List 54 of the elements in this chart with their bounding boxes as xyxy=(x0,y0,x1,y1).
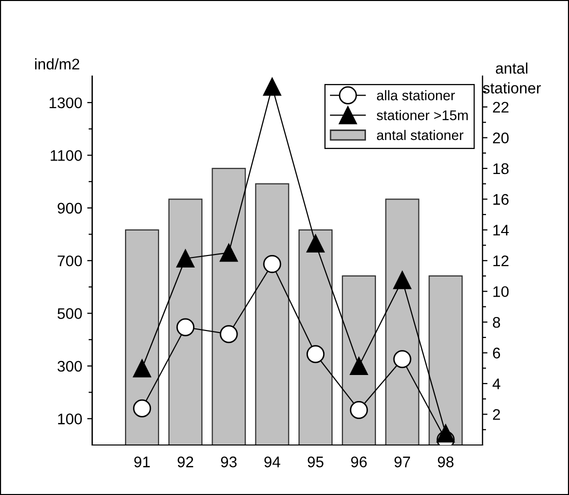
y2-tick-label: 20 xyxy=(493,132,509,144)
y-tick-label: 500 xyxy=(58,308,82,319)
y-tick-label: 300 xyxy=(58,360,82,372)
y-tick-label: 900 xyxy=(58,202,82,214)
y-tick-label: 100 xyxy=(58,414,82,424)
point xyxy=(350,400,368,419)
y2-axis-title: antal stationer xyxy=(482,62,541,94)
bar xyxy=(255,183,290,446)
y-tick-label: 1100 xyxy=(50,150,82,161)
bar xyxy=(212,168,246,446)
point xyxy=(263,78,282,96)
point xyxy=(436,424,455,442)
x-tick-label: 97 xyxy=(394,456,410,468)
x-tick-label: 91 xyxy=(134,456,150,468)
point xyxy=(350,356,368,376)
point xyxy=(220,244,238,262)
legend-label: stationer >15m xyxy=(376,110,468,120)
point xyxy=(306,345,325,364)
point xyxy=(306,234,325,253)
y-axis-title: ind/m2 xyxy=(35,58,80,70)
y2-tick-label: 8 xyxy=(492,316,500,328)
y2-tick-label: 6 xyxy=(493,348,500,358)
point xyxy=(176,318,194,336)
bar xyxy=(342,275,376,446)
bar xyxy=(125,229,160,446)
point xyxy=(393,271,412,290)
y2-tick-label: 14 xyxy=(493,224,509,236)
y2-tick-label: 10 xyxy=(493,286,509,298)
point xyxy=(263,255,282,274)
bar xyxy=(168,198,202,446)
x-tick-label: 96 xyxy=(351,456,367,468)
y-tick-label: 1300 xyxy=(50,97,82,108)
point xyxy=(220,325,238,344)
x-tick-label: 98 xyxy=(438,456,454,468)
point xyxy=(176,249,194,268)
y2-tick-label: 12 xyxy=(493,255,508,266)
y2-tick-label: 22 xyxy=(493,102,508,112)
legend-label: antal stationer xyxy=(376,130,464,140)
legend-label: alla stationer xyxy=(376,90,455,100)
x-tick-label: 95 xyxy=(308,456,324,468)
point xyxy=(133,399,152,418)
y2-tick-label: 18 xyxy=(493,163,509,174)
point xyxy=(393,350,412,368)
y2-tick-label: 2 xyxy=(493,409,500,420)
x-tick-label: 93 xyxy=(221,456,237,468)
bar xyxy=(298,229,333,446)
y-tick-label: 700 xyxy=(58,255,82,266)
x-tick-label: 94 xyxy=(264,456,280,468)
y2-tick-label: 16 xyxy=(493,194,509,205)
x-tick-label: 92 xyxy=(178,456,194,468)
point xyxy=(133,359,152,378)
y2-tick-label: 4 xyxy=(492,378,500,390)
bar xyxy=(428,275,463,446)
bar xyxy=(385,198,420,446)
